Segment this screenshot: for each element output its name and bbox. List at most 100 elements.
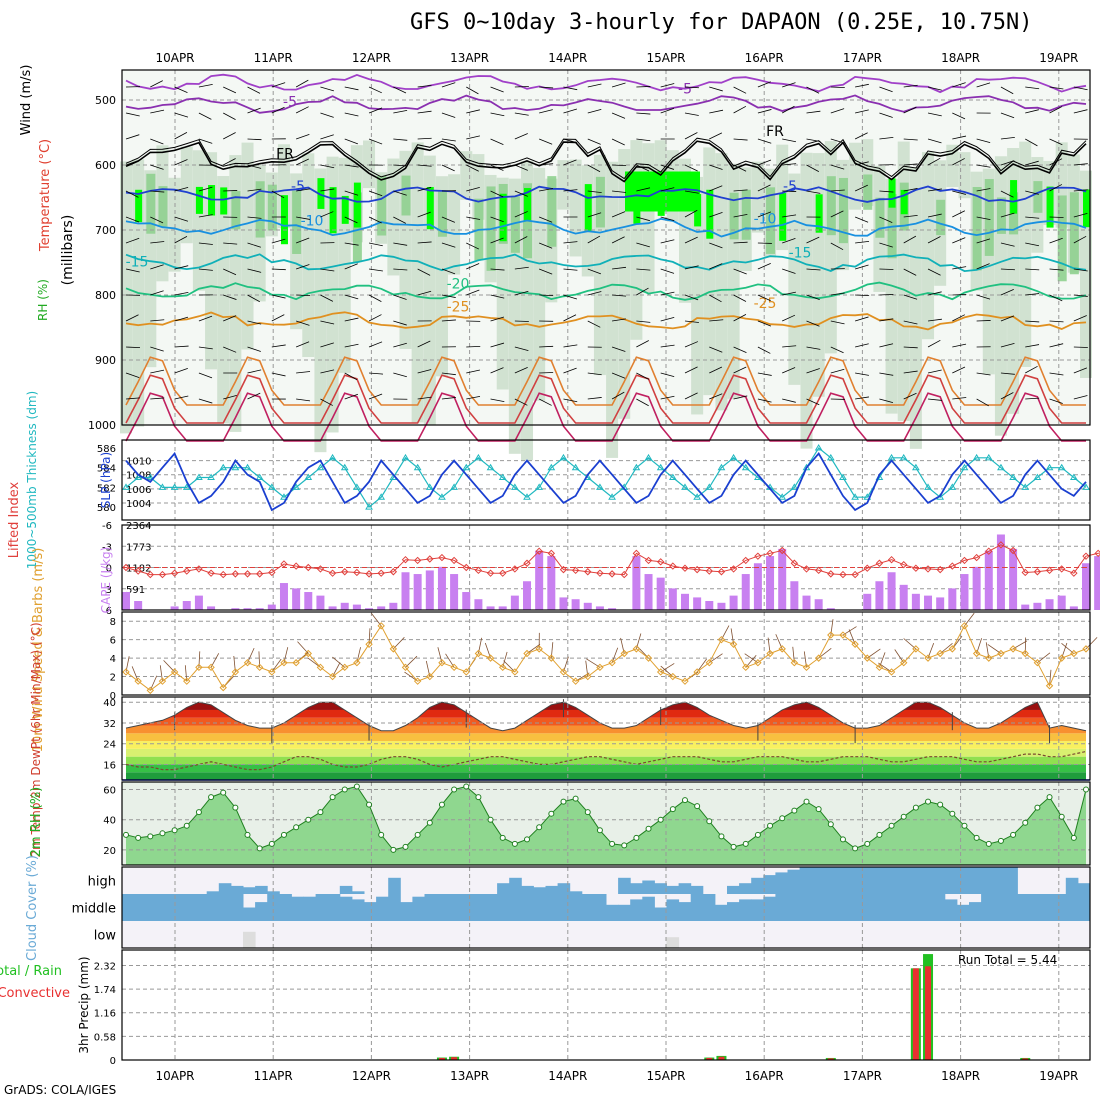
thickness-point bbox=[255, 473, 264, 481]
li-point bbox=[559, 565, 568, 574]
cloud-bar bbox=[993, 867, 1006, 894]
rh-band bbox=[341, 195, 349, 224]
cloud-bar bbox=[388, 877, 401, 894]
wind-barb bbox=[939, 642, 953, 654]
slp-line bbox=[125, 451, 1087, 512]
cloud-bar bbox=[1005, 867, 1018, 894]
isotherm-label: FR bbox=[766, 124, 784, 140]
wind-barb bbox=[223, 132, 236, 140]
thickness-point bbox=[1082, 483, 1090, 490]
wind-barb bbox=[636, 138, 651, 142]
cloud-bar bbox=[872, 894, 885, 921]
cloud-bar bbox=[170, 894, 183, 921]
wind-barb bbox=[417, 268, 431, 276]
wind-barb bbox=[320, 369, 335, 374]
wind-barb bbox=[368, 393, 383, 400]
thickness-point bbox=[571, 463, 580, 471]
wind-barb bbox=[404, 671, 418, 682]
cloud-bar bbox=[642, 880, 655, 894]
wind-barb bbox=[636, 398, 649, 407]
wind-barb bbox=[174, 132, 188, 140]
wind-barb bbox=[417, 396, 432, 400]
wind-barb bbox=[125, 216, 140, 223]
temp-band bbox=[126, 709, 1086, 718]
rh-point bbox=[511, 840, 518, 847]
wind-point bbox=[377, 622, 385, 630]
wind-frame bbox=[121, 611, 1091, 696]
wind-barb bbox=[684, 265, 699, 270]
wind-barb bbox=[903, 320, 918, 325]
wind-barb bbox=[1025, 86, 1040, 90]
axis-label: CAPE (J/kg) bbox=[99, 547, 113, 614]
wind-barb bbox=[976, 263, 990, 270]
date-label-bottom: 17APR bbox=[843, 1069, 882, 1083]
wind-barb bbox=[964, 612, 975, 627]
cloud-bar bbox=[993, 894, 1006, 921]
cape-bar bbox=[279, 583, 288, 610]
wind-barb bbox=[490, 294, 505, 299]
credit-label: GrADS: COLA/IGES bbox=[4, 1083, 117, 1097]
date-label-bottom: 13APR bbox=[450, 1069, 489, 1083]
cape-bar bbox=[498, 606, 507, 610]
wind-barb bbox=[1025, 242, 1040, 247]
temp-tick: 32 bbox=[103, 719, 116, 730]
wind-barb bbox=[1000, 160, 1015, 166]
wind-barb bbox=[879, 318, 894, 322]
rh-point bbox=[499, 834, 506, 841]
cape-bar bbox=[741, 574, 750, 610]
li-point bbox=[219, 570, 227, 579]
cloud-bar bbox=[557, 883, 571, 894]
thickness-point bbox=[717, 463, 726, 471]
li-point bbox=[255, 570, 264, 578]
cape-bar bbox=[911, 593, 920, 610]
rh-point bbox=[730, 843, 737, 850]
cloud-bar bbox=[920, 867, 934, 894]
wind-point bbox=[985, 654, 993, 662]
wind-barb bbox=[295, 264, 310, 270]
cloud-bar bbox=[896, 894, 909, 921]
wind-barb bbox=[150, 190, 165, 193]
thickness-point bbox=[1057, 463, 1066, 471]
rh-band bbox=[135, 189, 143, 223]
wind-barb bbox=[538, 398, 552, 406]
li-point bbox=[754, 552, 762, 560]
wind-barb bbox=[466, 395, 481, 400]
thickness-point bbox=[462, 463, 471, 471]
rh-point bbox=[961, 822, 968, 829]
thickness-point bbox=[656, 463, 665, 471]
rh-band bbox=[180, 146, 193, 244]
wind-barb bbox=[393, 242, 408, 246]
rh-band bbox=[1069, 192, 1079, 275]
cloud-bar bbox=[351, 899, 365, 921]
thickness-point bbox=[729, 453, 738, 461]
wind-barb bbox=[163, 660, 175, 673]
thickness-point bbox=[195, 473, 203, 481]
axis-label: Total / Rain bbox=[0, 964, 62, 979]
rh-point bbox=[937, 801, 944, 808]
wind-barb bbox=[1049, 320, 1064, 323]
wind-barb bbox=[417, 340, 431, 348]
wind-point bbox=[122, 668, 130, 676]
cloud-bar bbox=[981, 867, 994, 894]
thickness-point bbox=[924, 483, 932, 490]
thickness-point bbox=[1069, 473, 1078, 481]
wind-barb bbox=[782, 163, 797, 166]
wind-barb bbox=[563, 86, 578, 91]
wind-barb bbox=[782, 138, 797, 143]
wind-barb bbox=[174, 316, 189, 322]
wind-point bbox=[280, 659, 288, 667]
cloud-bar bbox=[218, 883, 232, 894]
wind-barb bbox=[344, 86, 359, 91]
convective-bar bbox=[912, 968, 919, 1060]
cape-bar bbox=[595, 606, 604, 610]
cloud-bar bbox=[920, 894, 934, 921]
li-point bbox=[620, 570, 628, 579]
rh-point bbox=[1010, 831, 1017, 838]
date-label-top: 15APR bbox=[646, 51, 685, 65]
rh-point bbox=[293, 824, 300, 831]
wind-barb bbox=[417, 369, 432, 374]
cloud-bar bbox=[533, 887, 546, 894]
wind-point bbox=[681, 677, 689, 685]
cloud-bar bbox=[400, 902, 413, 921]
wind-barb bbox=[247, 216, 262, 219]
